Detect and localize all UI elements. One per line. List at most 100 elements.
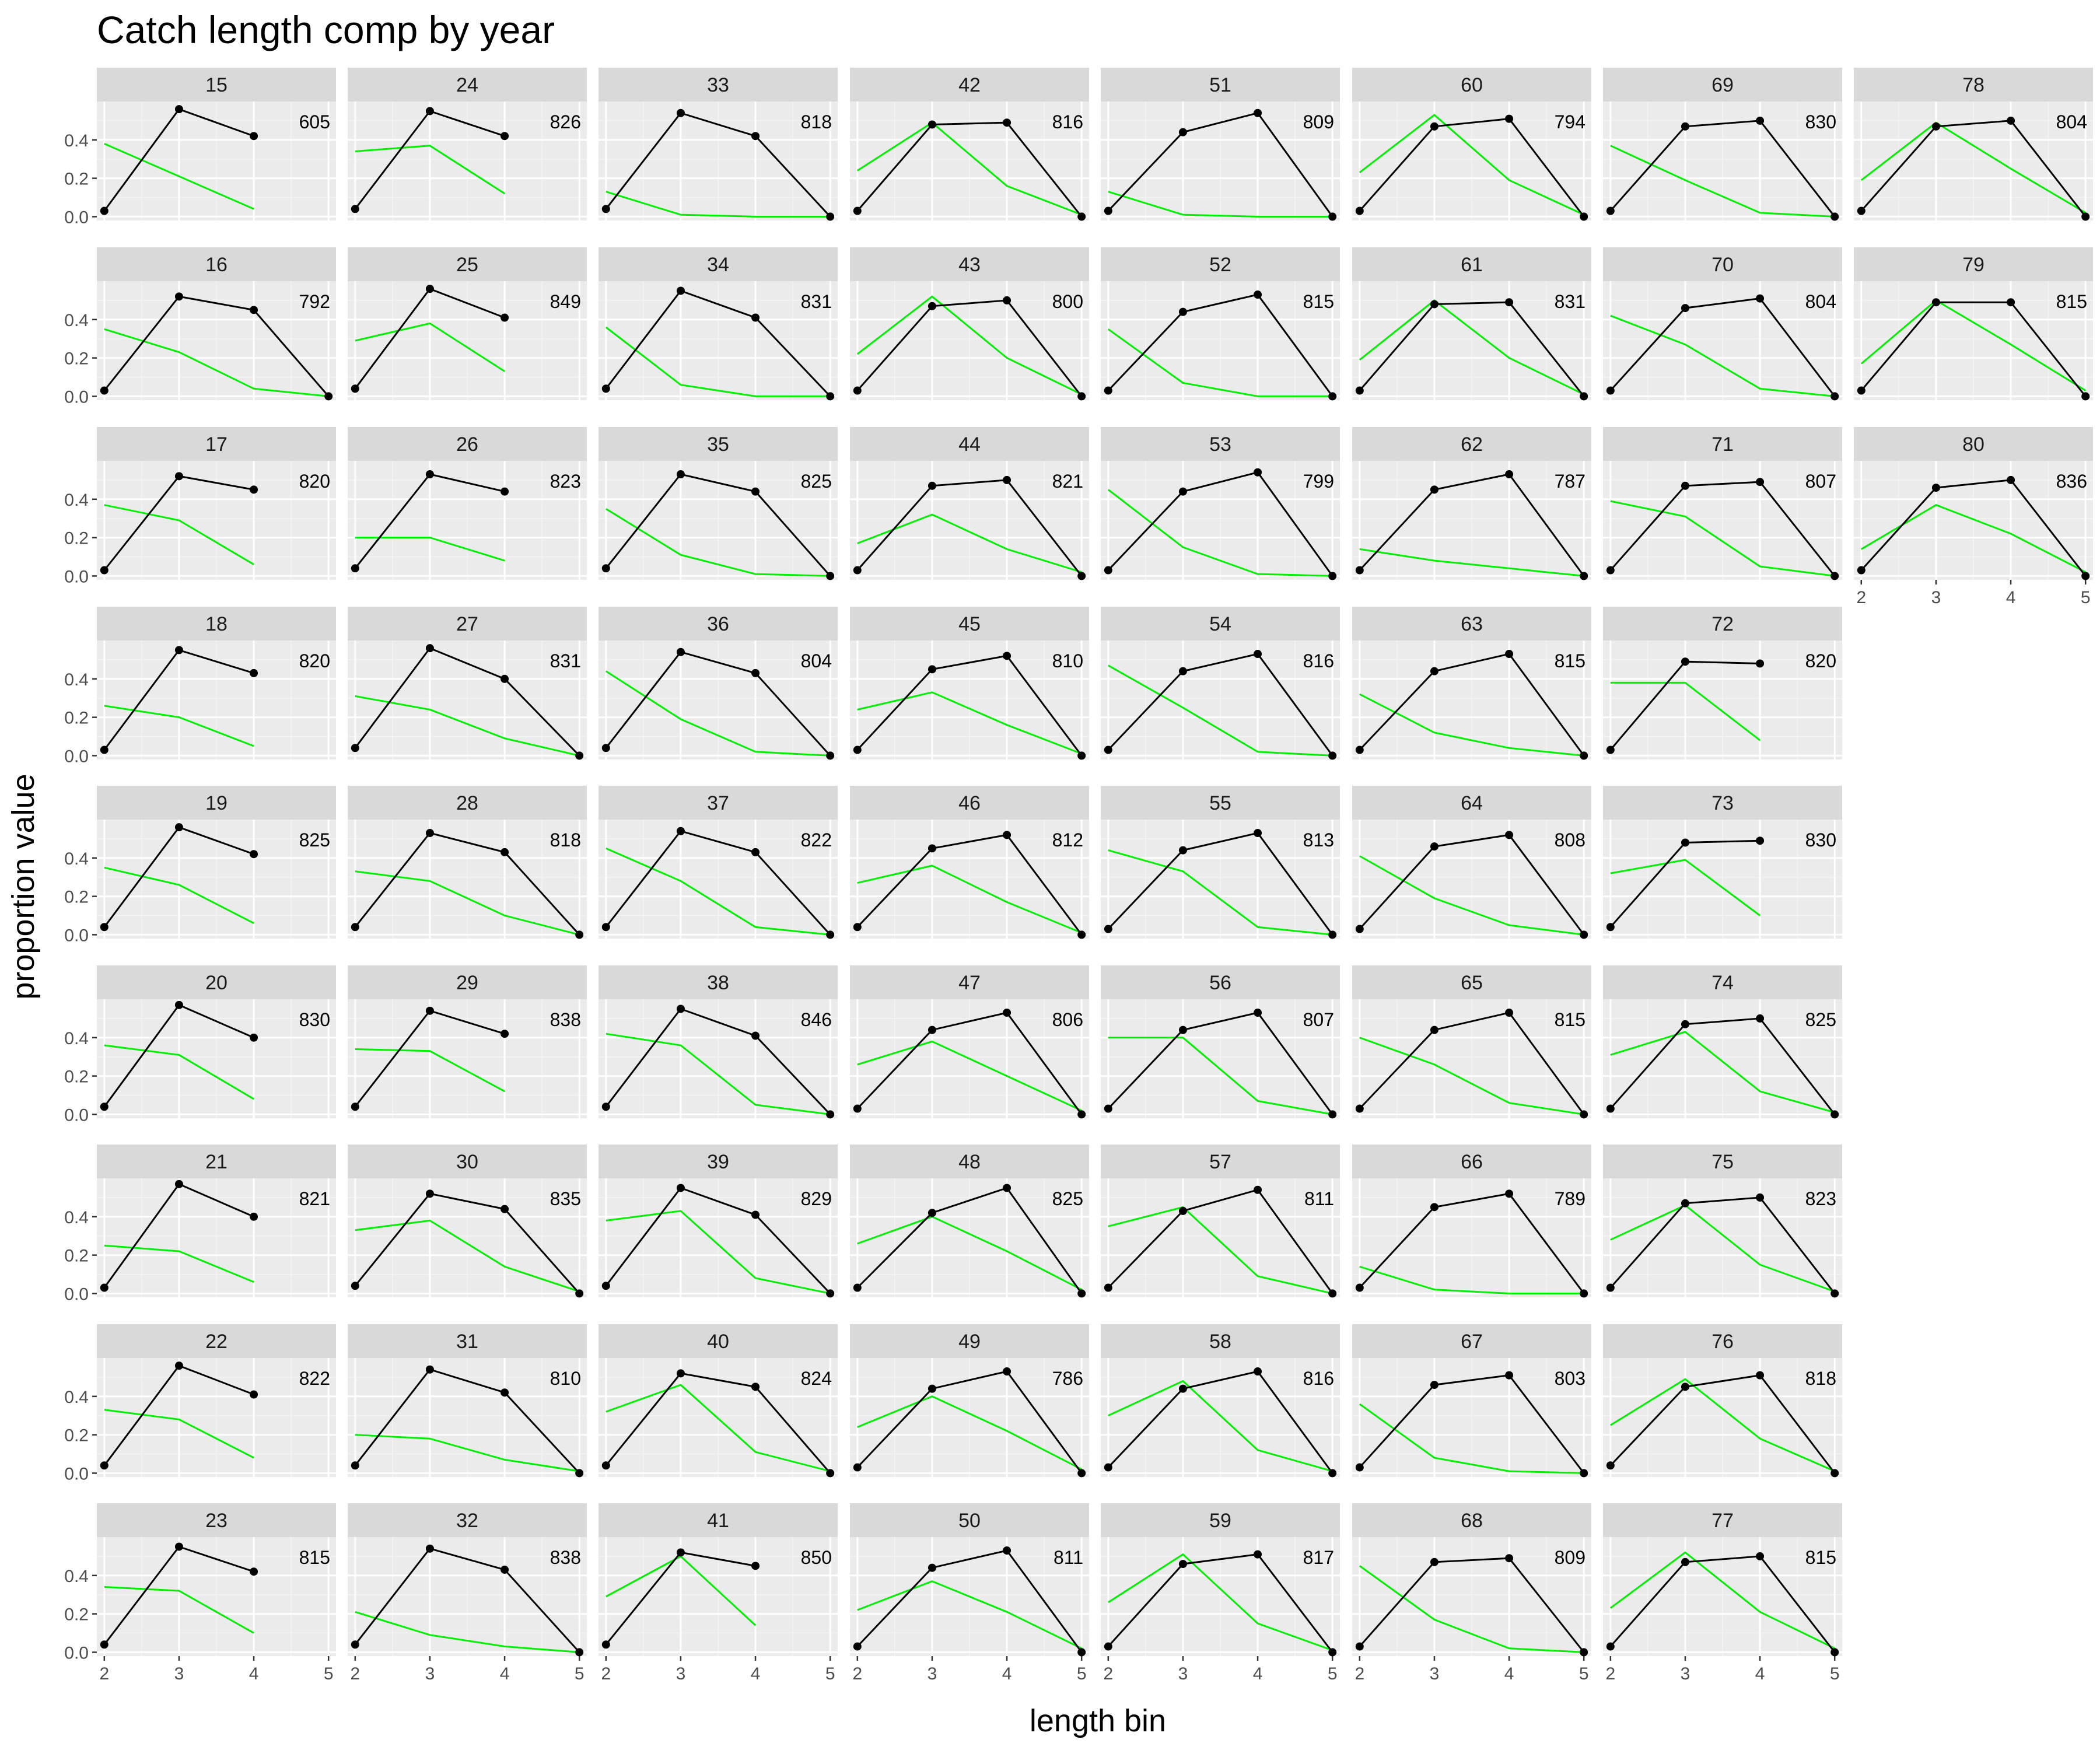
observed-point (1430, 1558, 1438, 1566)
facet-strip-label: 57 (1209, 1151, 1231, 1173)
facet-strip-label: 73 (1712, 792, 1734, 814)
facet-panel-58: 58 816 (1101, 1324, 1340, 1478)
facet-strip-label: 41 (707, 1510, 729, 1532)
observed-line (605, 650, 831, 757)
facet-panel-35: 35 825 (598, 427, 838, 580)
sample-size-label: 806 (1052, 1009, 1083, 1030)
y-tick-label: 0.4 (64, 311, 89, 330)
observed-point (1831, 1110, 1839, 1119)
facet-panel-52: 52 815 (1101, 247, 1340, 401)
x-tick-label: 2 (350, 1664, 360, 1684)
expected-line (104, 1409, 254, 1459)
observed-point (601, 923, 610, 932)
facet-strip (598, 607, 838, 640)
sample-size-label: 820 (299, 650, 330, 671)
observed-point (1328, 212, 1337, 221)
observed-point (601, 205, 610, 214)
expected-line (355, 695, 580, 757)
observed-point (1077, 212, 1086, 221)
observed-point (1003, 1367, 1012, 1376)
y-tick-label: 0.0 (64, 1284, 89, 1304)
observed-point (1831, 1469, 1839, 1478)
observed-point (676, 1184, 685, 1192)
y-tick-label: 0.0 (64, 747, 89, 766)
observed-point (351, 1461, 359, 1470)
facet-strip-label: 18 (205, 613, 228, 635)
observed-line (354, 1192, 580, 1294)
expected-line (1359, 1037, 1584, 1115)
expected-line (355, 1048, 505, 1093)
observed-line (1860, 479, 2087, 577)
observed-line (856, 479, 1083, 577)
facet-strip (1101, 965, 1340, 999)
y-tick-label: 0.4 (64, 1208, 89, 1227)
facet-panel-55: 55 813 (1101, 786, 1340, 939)
observed-point (853, 746, 862, 754)
expected-line (104, 1044, 254, 1100)
observed-point (601, 744, 610, 752)
facet-panel-22: 22 0.0 0.2 0.4 822 (64, 1324, 336, 1483)
facet-strip-label: 78 (1962, 74, 1985, 96)
facet-strip (1854, 68, 2093, 102)
facet-panel-43: 43 800 (850, 247, 1089, 401)
expected-line (1359, 1403, 1584, 1474)
observed-point (1681, 304, 1689, 313)
observed-point (826, 392, 835, 401)
facet-panel-73: 73 830 (1603, 786, 1842, 939)
observed-point (250, 1390, 258, 1399)
observed-line (856, 834, 1083, 936)
facet-strip (1603, 607, 1842, 640)
facet-panel-65: 65 815 (1352, 965, 1591, 1119)
observed-point (1355, 1463, 1364, 1472)
x-tick-label: 3 (928, 1664, 937, 1684)
expected-line (104, 328, 329, 397)
observed-point (853, 566, 862, 575)
expected-line (606, 191, 831, 218)
facet-panel-40: 40 824 (598, 1324, 838, 1478)
observed-point (174, 823, 183, 832)
facet-strip-label: 71 (1712, 433, 1734, 456)
facet-strip-label: 75 (1712, 1151, 1734, 1173)
observed-point (1931, 484, 1940, 492)
expected-line (857, 1580, 1082, 1650)
facet-strip-label: 23 (205, 1510, 228, 1532)
observed-point (1104, 206, 1112, 215)
facet-strip-label: 68 (1461, 1510, 1483, 1532)
expected-line (104, 1586, 254, 1634)
observed-point (425, 829, 434, 838)
sample-size-label: 822 (299, 1368, 330, 1389)
observed-point (676, 648, 685, 656)
observed-point (676, 1005, 685, 1013)
observed-point (1077, 1110, 1086, 1119)
sample-size-label: 838 (550, 1547, 581, 1568)
facet-strip (1101, 786, 1340, 820)
sample-size-label: 824 (801, 1368, 832, 1389)
sample-size-label: 823 (550, 471, 581, 492)
facet-strip-label: 60 (1461, 74, 1483, 96)
observed-point (751, 668, 760, 677)
observed-point (676, 470, 685, 479)
facet-strip (1101, 1144, 1340, 1178)
expected-line (1610, 859, 1760, 916)
observed-point (1430, 1026, 1438, 1034)
facet-strip (97, 965, 336, 999)
observed-line (1107, 1188, 1334, 1294)
observed-line (605, 1007, 831, 1115)
x-tick-label: 2 (1103, 1664, 1113, 1684)
observed-point (1606, 746, 1615, 754)
facet-panel-75: 75 823 (1603, 1144, 1842, 1298)
observed-point (751, 132, 760, 141)
sample-size-label: 850 (801, 1547, 832, 1568)
observed-point (100, 746, 108, 754)
facet-strip (598, 786, 838, 820)
x-tick-label: 2 (852, 1664, 862, 1684)
observed-point (351, 384, 359, 393)
observed-point (575, 751, 584, 760)
observed-point (1606, 566, 1615, 575)
observed-point (1254, 829, 1262, 838)
sample-size-label: 810 (550, 1368, 581, 1389)
facet-strip-label: 31 (456, 1331, 478, 1353)
facet-strip-label: 72 (1712, 613, 1734, 635)
observed-point (1430, 485, 1438, 494)
observed-point (1831, 212, 1839, 221)
